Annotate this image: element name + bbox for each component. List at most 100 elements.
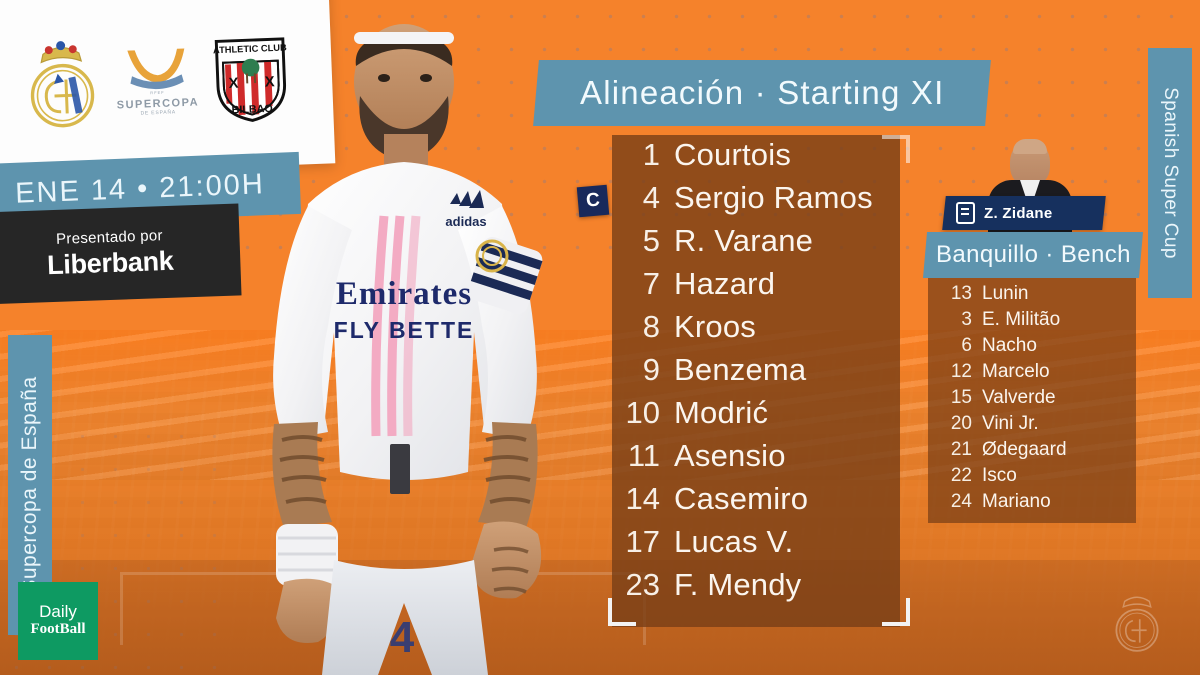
lineup-title-banner: Alineación · Starting XI — [533, 60, 991, 126]
svg-text:4: 4 — [390, 613, 415, 662]
lineup-row: 9 Benzema — [612, 352, 912, 395]
lineup-player-number: 14 — [625, 481, 660, 516]
lineup-player-name: R. Varane — [674, 223, 814, 258]
lineup-player-number: 10 — [625, 395, 660, 430]
bench-player-name: Lunin — [982, 283, 1029, 304]
svg-text:X: X — [265, 74, 276, 90]
bench-row: 15 Valverde — [928, 387, 1143, 413]
lineup-player-number: 9 — [642, 352, 660, 387]
bench-player-number: 24 — [950, 491, 972, 512]
competition-ribbon-english-text: Spanish Super Cup — [1160, 87, 1181, 259]
lineup-player-name: Asensio — [674, 438, 786, 473]
lineup-player-number: 4 — [642, 180, 660, 215]
competition-ribbon-spanish-text: Supercopa de España — [18, 376, 41, 594]
bench-row: 13 Lunin — [928, 283, 1143, 309]
bench-player-name: Vini Jr. — [982, 413, 1039, 434]
lineup-row: 5 R. Varane — [612, 223, 912, 266]
bench-player-name: Nacho — [982, 335, 1037, 356]
lineup-player-name: F. Mendy — [674, 567, 802, 602]
lineup-player-name: Benzema — [674, 352, 807, 387]
lineup-player-number: 1 — [642, 137, 660, 172]
lineup-row: 10 Modrić — [612, 395, 912, 438]
coach-head — [1010, 139, 1050, 186]
starting-xi-list: 1 Courtois C 4 Sergio Ramos 5 R. Varane 7 Hazard… — [576, 137, 912, 610]
bench-title-banner: Banquillo · Bench — [922, 232, 1144, 278]
starting-xi-panel — [612, 135, 900, 627]
lineup-player-number: 17 — [625, 524, 660, 559]
bench-row: 6 Nacho — [928, 335, 1143, 361]
clipboard-icon — [956, 202, 975, 224]
bench-panel — [928, 278, 1136, 523]
bench-row: 12 Marcelo — [928, 361, 1143, 387]
supercopa-subtext: DE ESPAÑA — [140, 109, 177, 117]
lineup-player-name: Sergio Ramos — [674, 180, 873, 215]
lineup-player-number: 7 — [642, 266, 660, 301]
lineup-player-number: 23 — [625, 567, 660, 602]
svg-text:Emirates: Emirates — [336, 276, 472, 312]
svg-text:adidas: adidas — [445, 214, 486, 229]
bench-row: 21 Ødegaard — [928, 439, 1143, 465]
lineup-player-name: Hazard — [674, 266, 776, 301]
lineup-player-name: Casemiro — [674, 481, 809, 516]
bench-row: 22 Isco — [928, 465, 1143, 491]
sponsor-panel: Presentado por Liberbank — [0, 203, 242, 305]
lineup-player-name: Courtois — [674, 137, 792, 172]
captain-badge: C — [576, 184, 610, 218]
lineup-row: 23 F. Mendy — [612, 567, 912, 610]
lineup-player-number: 5 — [642, 223, 660, 258]
lineup-row: C 4 Sergio Ramos — [576, 180, 912, 223]
lineup-row: 7 Hazard — [612, 266, 912, 309]
pitch-background — [0, 560, 1200, 675]
svg-text:FLY BETTE: FLY BETTE — [334, 317, 475, 343]
real-madrid-crest-icon — [12, 32, 112, 136]
bench-row: 3 E. Militão — [928, 309, 1143, 335]
bench-player-name: Marcelo — [982, 361, 1050, 382]
lineup-player-name: Kroos — [674, 309, 756, 344]
sponsor-name: Liberbank — [46, 245, 174, 281]
supercopa-federation-text: RFEF — [150, 89, 165, 96]
bench-row: 20 Vini Jr. — [928, 413, 1143, 439]
bench-player-name: Ødegaard — [982, 439, 1067, 460]
athletic-bottom-label: BILBAO — [231, 103, 273, 117]
lineup-title-text: Alineación · Starting XI — [579, 74, 945, 111]
coach-name-text: Z. Zidane — [984, 204, 1053, 222]
lineup-row: 8 Kroos — [612, 309, 912, 352]
lineup-row: 14 Casemiro — [612, 481, 912, 524]
svg-text:X: X — [228, 76, 239, 92]
lineup-row: 11 Asensio — [612, 438, 912, 481]
bench-player-name: Valverde — [982, 387, 1056, 408]
sponsor-presented-label: Presentado por — [55, 227, 164, 248]
bench-player-number: 3 — [961, 309, 972, 330]
bench-player-number: 21 — [950, 439, 972, 460]
match-crests-card: RFEF SUPERCOPA DE ESPAÑA ATHLETIC CLUB X — [0, 0, 336, 177]
bench-player-name: Isco — [982, 465, 1017, 486]
bench-list: 13 Lunin 3 E. Militão 6 Nacho 12 Marcelo 15 Valve… — [928, 283, 1143, 517]
athletic-club-crest-icon: ATHLETIC CLUB X X BILBAO — [202, 25, 302, 129]
lineup-row: 17 Lucas V. — [612, 524, 912, 567]
bench-player-number: 13 — [950, 283, 972, 304]
real-madrid-watermark-icon — [1115, 596, 1159, 652]
bench-title-text: Banquillo · Bench — [935, 241, 1131, 268]
player-photo-cutout: Emirates FLY BETTE adidas 4 — [272, 24, 543, 675]
athletic-top-label: ATHLETIC CLUB — [213, 42, 287, 55]
lineup-player-name: Lucas V. — [674, 524, 794, 559]
lineup-player-number: 11 — [627, 438, 660, 473]
bench-row: 24 Mariano — [928, 491, 1143, 517]
bench-player-name: E. Militão — [982, 309, 1061, 330]
bench-player-number: 6 — [961, 335, 972, 356]
bench-player-number: 22 — [950, 465, 972, 486]
supercopa-logo-icon: RFEF SUPERCOPA DE ESPAÑA — [112, 35, 201, 124]
daily-football-logo-line1: Daily — [39, 602, 77, 622]
lineup-player-number: 8 — [642, 309, 660, 344]
daily-football-logo-line2: FootBall — [30, 621, 86, 638]
bench-player-number: 20 — [950, 413, 972, 434]
lineup-row: 1 Courtois — [612, 137, 912, 180]
bench-player-number: 15 — [950, 387, 972, 408]
competition-ribbon-english: Spanish Super Cup — [1148, 48, 1192, 298]
bench-player-number: 12 — [950, 361, 972, 382]
daily-football-logo: Daily FootBall — [18, 582, 98, 660]
bench-player-name: Mariano — [982, 491, 1051, 512]
lineup-player-name: Modrić — [674, 395, 769, 430]
coach-name-tag: Z. Zidane — [942, 196, 1106, 230]
